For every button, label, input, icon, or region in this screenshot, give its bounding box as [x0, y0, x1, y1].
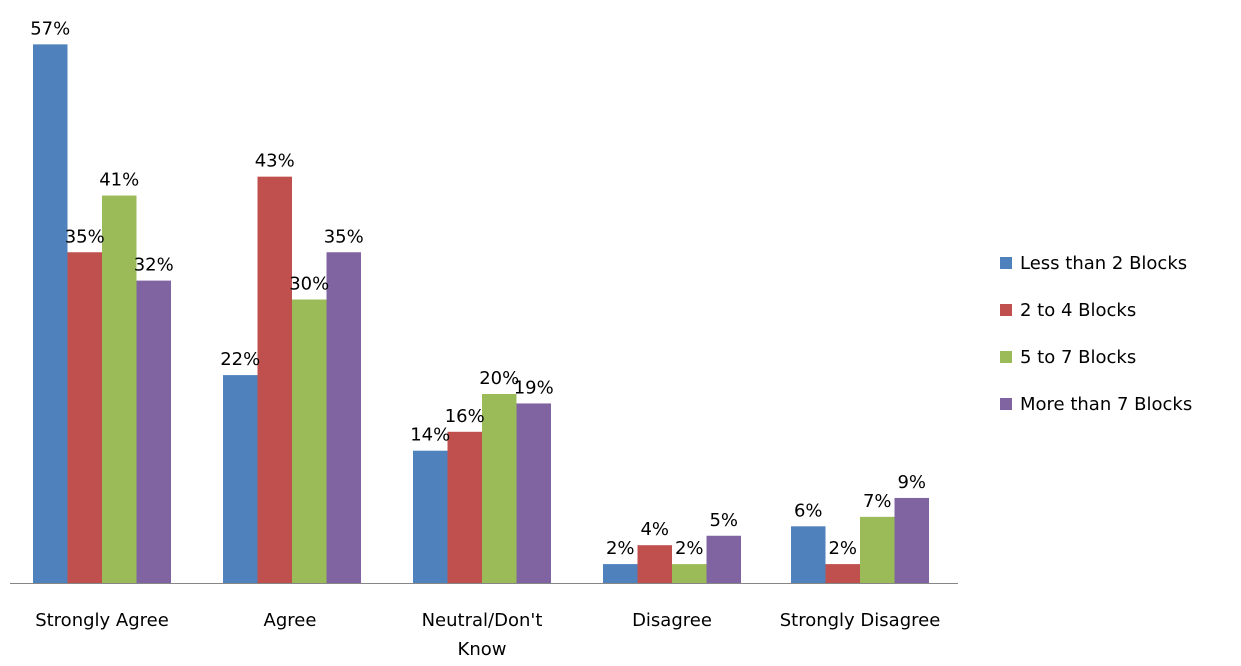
bar: [413, 450, 448, 583]
legend-swatch: [1000, 257, 1012, 269]
category-label: Disagree: [632, 610, 712, 631]
data-label: 57%: [30, 18, 70, 39]
data-label: 30%: [289, 274, 329, 295]
data-label: 19%: [514, 377, 554, 398]
bar: [637, 545, 672, 583]
bar: [672, 564, 707, 583]
bar: [791, 526, 826, 583]
data-label: 20%: [479, 368, 519, 389]
category-label: Agree: [264, 610, 317, 631]
data-label: 22%: [220, 349, 260, 370]
legend-label: More than 7 Blocks: [1020, 394, 1192, 415]
data-label: 35%: [65, 226, 105, 247]
data-label: 35%: [324, 226, 364, 247]
legend-label: Less than 2 Blocks: [1020, 253, 1187, 274]
legend-label: 5 to 7 Blocks: [1020, 347, 1136, 368]
category-label: Strongly Disagree: [780, 610, 941, 631]
data-label: 43%: [255, 151, 295, 172]
bar: [102, 195, 137, 584]
data-label: 7%: [863, 491, 892, 512]
data-label: 2%: [675, 538, 704, 559]
bar: [482, 394, 517, 583]
bar: [223, 375, 258, 583]
data-label: 32%: [134, 255, 174, 276]
data-label: 2%: [828, 538, 857, 559]
legend: Less than 2 Blocks 2 to 4 Blocks 5 to 7 Bl…: [1000, 253, 1192, 415]
data-labels-group: 57%35%41%32%22%43%30%35%14%16%20%19%2%4%…: [30, 18, 926, 559]
bar: [67, 252, 102, 583]
legend-swatch: [1000, 398, 1012, 410]
bar: [603, 564, 638, 583]
bars-group: [33, 44, 929, 584]
category-label: Strongly Agree: [35, 610, 169, 631]
bar: [257, 176, 292, 583]
legend-label: 2 to 4 Blocks: [1020, 300, 1136, 321]
data-label: 4%: [640, 519, 669, 540]
data-label: 5%: [709, 510, 738, 531]
data-label: 14%: [410, 425, 450, 446]
data-label: 2%: [606, 538, 635, 559]
bar: [894, 497, 929, 583]
data-label: 6%: [794, 500, 823, 521]
bar: [447, 431, 482, 583]
bar: [860, 516, 895, 583]
legend-swatch: [1000, 304, 1012, 316]
bar: [33, 44, 68, 584]
bar: [825, 564, 860, 583]
legend-swatch: [1000, 351, 1012, 363]
bar: [136, 280, 171, 583]
bar: [326, 252, 361, 583]
bar: [706, 535, 741, 583]
data-label: 9%: [897, 472, 926, 493]
data-label: 16%: [445, 406, 485, 427]
bar: [516, 403, 551, 583]
category-label: Neutral/Don't Know: [422, 610, 543, 660]
bar: [292, 299, 327, 583]
category-labels-group: Strongly Agree Agree Neutral/Don't Know Disa…: [35, 610, 940, 660]
data-label: 41%: [99, 170, 139, 191]
